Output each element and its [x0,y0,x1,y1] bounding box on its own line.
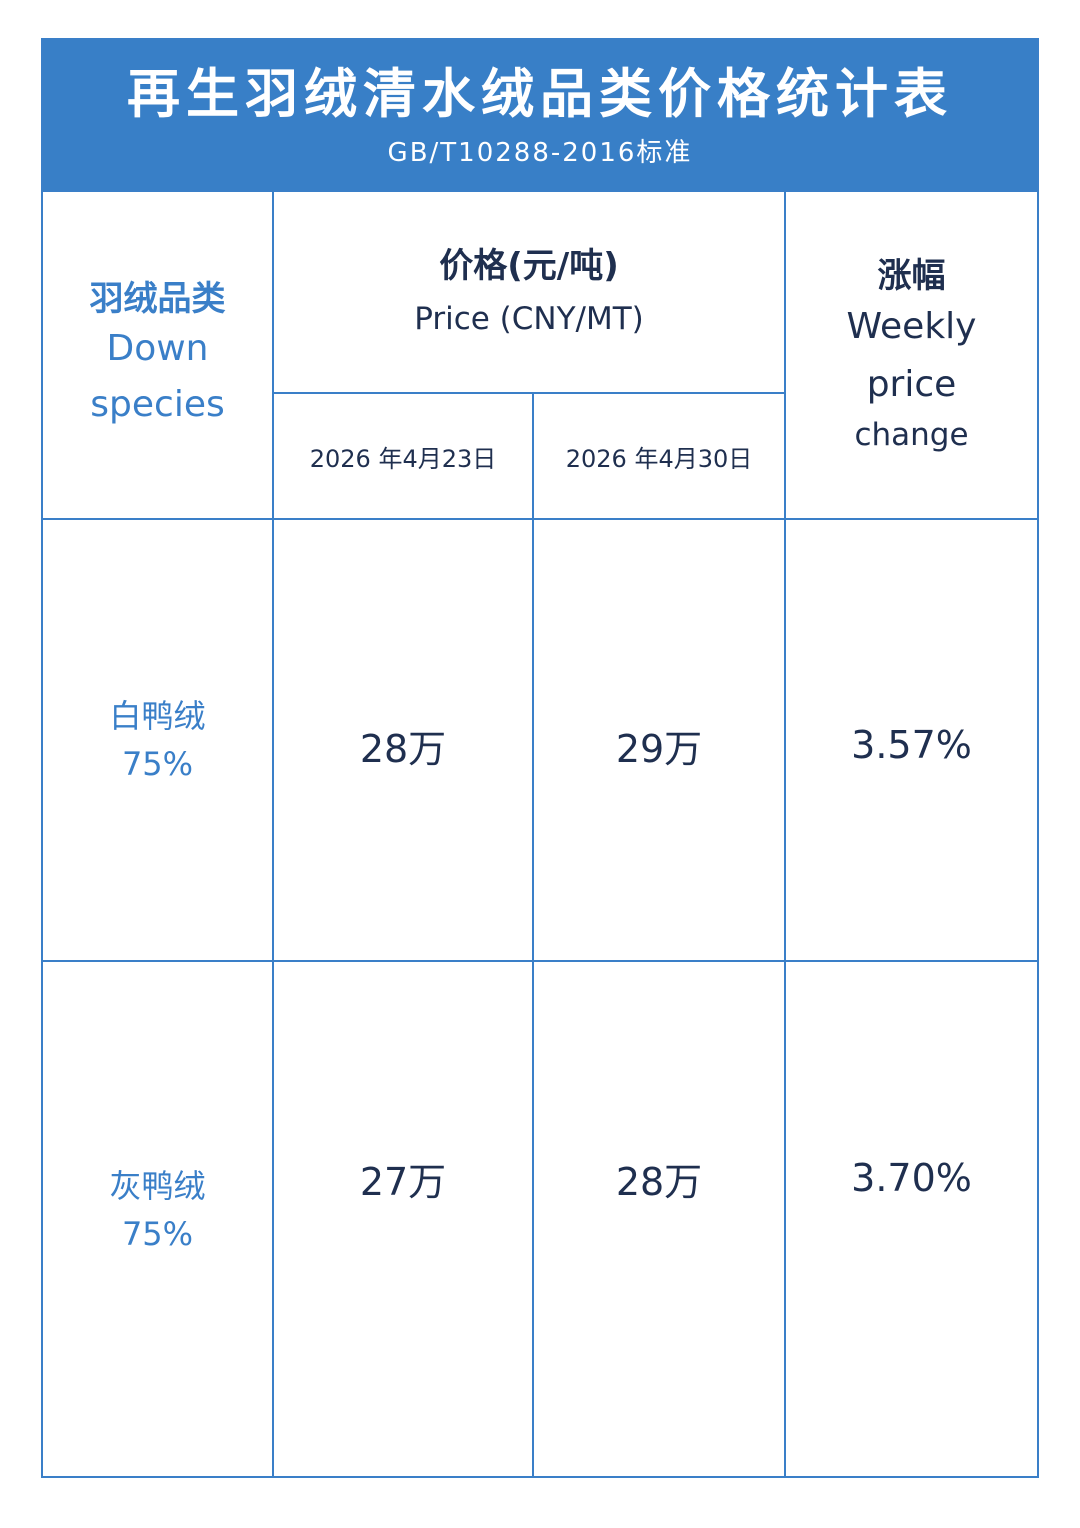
price-subheader-divider [273,392,785,394]
column-divider-2 [532,392,534,1476]
price-header: 价格(元/吨) Price (CNY/MT) [274,192,784,392]
row-2-species-name: 灰鸭绒 [109,1167,206,1205]
row-1-price-2: 29万 [534,520,784,970]
change-header: 涨幅 Weekly price change [786,192,1037,518]
species-header: 羽绒品类 Down species [43,192,272,518]
column-divider-3 [784,190,786,1476]
header-divider [43,190,1037,192]
price-header-zh: 价格(元/吨) [439,246,619,286]
row-1-price-1-value: 28万 [359,726,447,771]
row-2-species: 灰鸭绒 75% [43,962,272,1458]
page-title: 再生羽绒清水绒品类价格统计表 [127,64,953,125]
row-2-change: 3.70% [786,962,1037,1480]
date-header-1: 2026 年4月23日 [274,394,532,518]
price-table: 再生羽绒清水绒品类价格统计表 GB/T10288-2016标准 羽绒品类 Dow… [41,38,1039,1478]
species-header-zh: 羽绒品类 [89,279,226,319]
price-header-en: Price (CNY/MT) [414,301,644,337]
species-header-en-1: Down [106,328,209,369]
column-divider-1 [272,190,274,1476]
row-2-price-2: 28万 [534,962,784,1480]
row-2-species-grade: 75% [121,1215,194,1253]
row-2-price-1-value: 27万 [359,1159,447,1204]
page-subtitle: GB/T10288-2016标准 [387,138,693,168]
species-header-en-2: species [90,384,225,425]
change-header-en-3: change [854,417,969,453]
row-2-price-1: 27万 [274,962,532,1480]
change-header-en-1: Weekly [846,306,977,347]
row-1-species-grade: 75% [121,745,194,783]
table-header: 再生羽绒清水绒品类价格统计表 GB/T10288-2016标准 [43,40,1037,190]
row-1-species: 白鸭绒 75% [43,520,272,960]
row-2-change-value: 3.70% [851,1156,972,1200]
date-2: 2026 年4月30日 [565,444,753,473]
row-1-change: 3.57% [786,520,1037,970]
row-1-price-1: 28万 [274,520,532,970]
row-divider [43,960,1037,962]
row-1-species-name: 白鸭绒 [109,697,206,735]
date-header-2: 2026 年4月30日 [534,394,784,518]
change-header-zh: 涨幅 [877,256,946,296]
date-1: 2026 年4月23日 [309,444,497,473]
row-1-change-value: 3.57% [851,723,972,767]
change-header-en-2: price [866,364,957,405]
header-bottom-divider [43,518,1037,520]
row-1-price-2-value: 29万 [615,726,703,771]
row-2-price-2-value: 28万 [615,1159,703,1204]
